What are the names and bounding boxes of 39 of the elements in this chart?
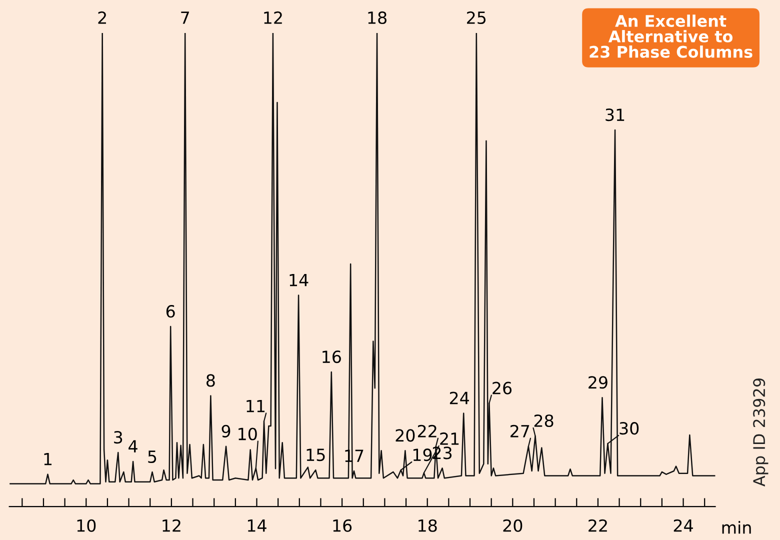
annotation: 26 [492,382,512,394]
annotation: 27 [510,424,530,438]
x-tick-label: 14 [248,520,266,532]
annotation: 6 [166,305,175,318]
x-axis-title: min [722,520,751,534]
annotation: 5 [148,450,156,464]
annotation: 9 [222,424,230,438]
x-tick-label: 20 [503,519,522,532]
annotation: 18 [368,11,386,24]
x-tick-label: 16 [333,519,352,532]
annotation: 12 [264,11,282,24]
x-tick-label: 24 [674,519,693,532]
x-tick-label: 10 [77,519,96,532]
annotation: 11 [246,400,265,412]
annotation: 10 [238,428,257,440]
x-tick-label: 22 [588,519,607,532]
annotation: 4 [128,440,138,452]
annotation: 15 [306,448,325,462]
annotation: 14 [290,274,308,286]
annotation: 28 [534,414,554,428]
annotation: 1 [44,453,52,466]
x-tick-label: 18 [418,519,437,532]
annotation: 20 [396,429,415,442]
annotation: 16 [322,350,341,364]
annotation: 21 [440,432,459,445]
annotation: 2 [98,11,106,24]
annotation: 31 [606,108,624,122]
annotation: 7 [181,12,189,24]
text: App ID 23929 [753,378,768,486]
annotation: 29 [588,376,608,389]
annotation: 3 [114,431,122,444]
annotation: 8 [206,374,215,387]
x-tick-label: 12 [162,519,180,532]
annotation: 25 [467,11,486,24]
annotation: An Excellent Alternative to 23 Phase Columns [590,14,752,58]
annotation: 24 [450,392,470,404]
annotation: 22 [418,424,436,438]
annotation: 30 [620,422,639,435]
annotation: 19 [413,448,432,462]
